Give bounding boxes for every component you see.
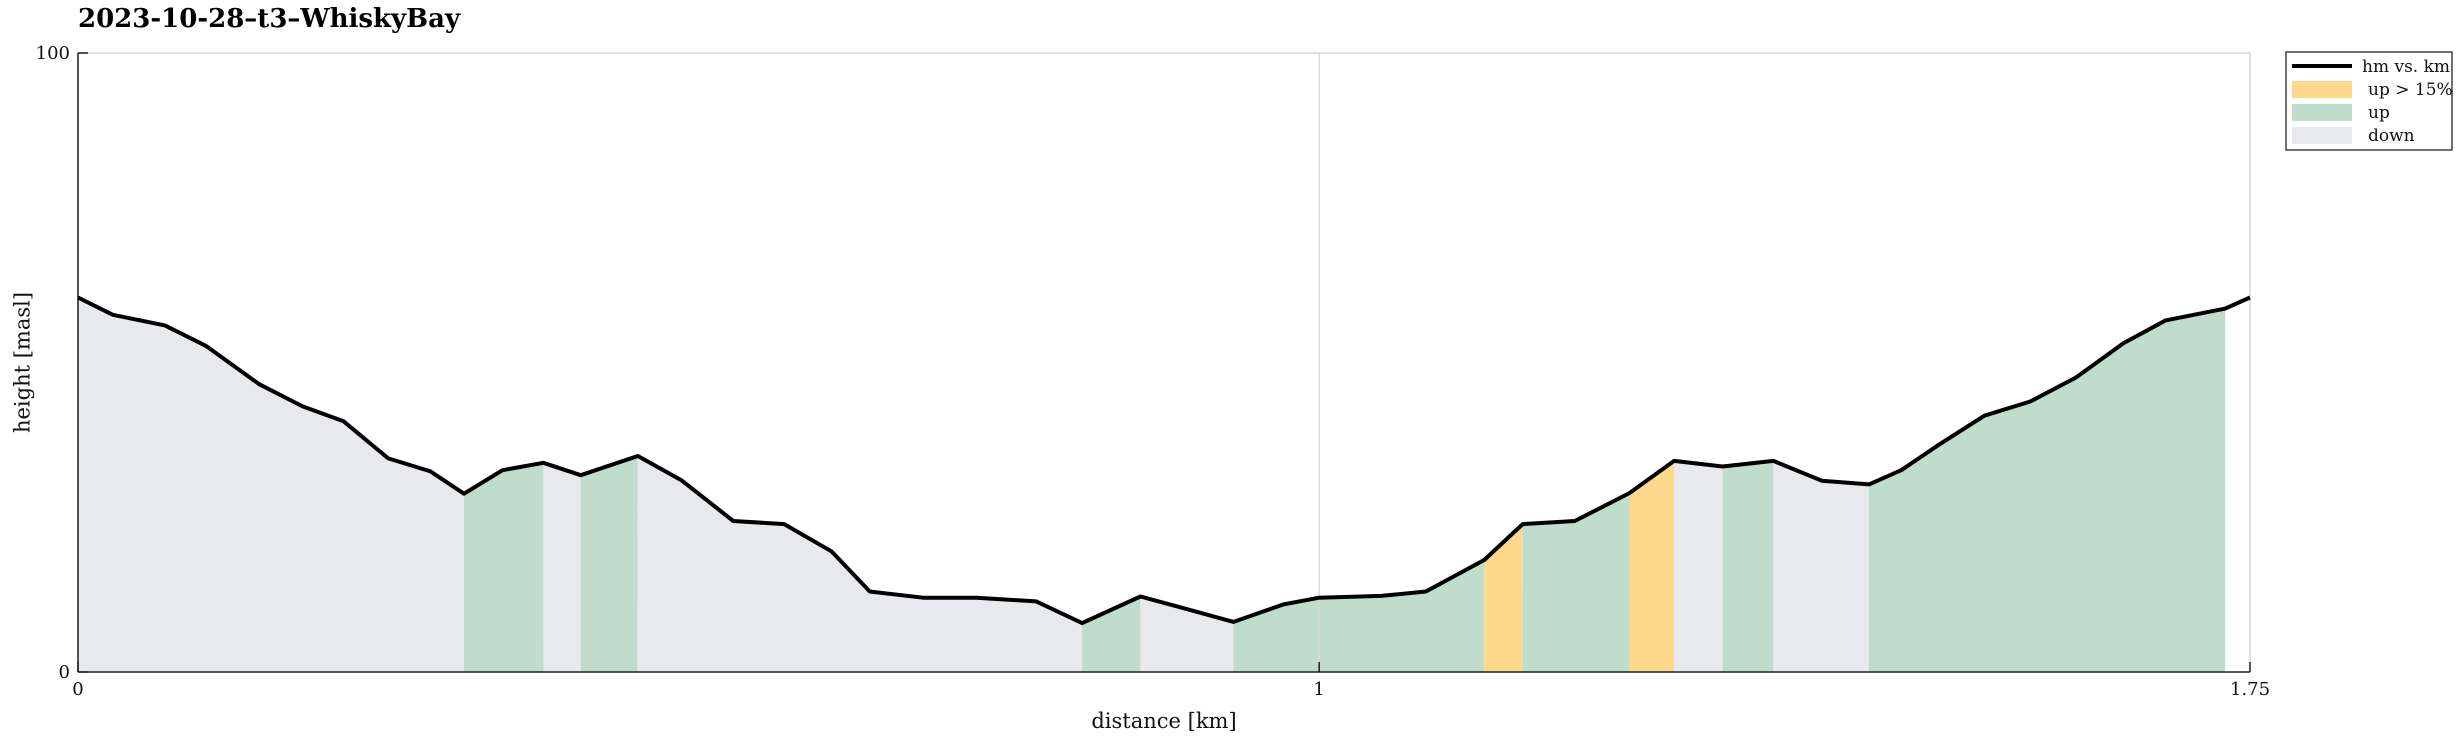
tick-marks: [77, 52, 2251, 673]
segment-fill-down: [1674, 460, 1723, 672]
x-tick-label: 0: [72, 679, 83, 700]
segment-fill-down: [543, 462, 581, 672]
y-tick-label: 0: [59, 662, 70, 683]
x-tick-label: 1: [1313, 679, 1324, 700]
legend-label: down: [2368, 126, 2415, 146]
segment-fill-steep: [1629, 460, 1675, 672]
segment-fill-up: [1868, 308, 2226, 672]
segment-fill-down: [78, 297, 464, 672]
legend-swatch-steep: [2292, 81, 2352, 98]
y-axis-label: height [masl]: [11, 292, 35, 433]
segment-fills: [78, 297, 2226, 672]
y-tick-label: 100: [36, 43, 70, 64]
segment-fill-up: [580, 456, 638, 672]
elevation-line: [77, 295, 2251, 626]
segment-fill-down: [1140, 596, 1234, 672]
legend-swatch-up: [2292, 104, 2352, 121]
segment-fill-down: [637, 456, 1083, 672]
segment-fill-steep: [1484, 524, 1523, 672]
segment-fill-up: [1522, 493, 1630, 672]
segment-fill-up: [1233, 560, 1485, 672]
legend-swatch-down: [2292, 127, 2352, 144]
chart-title: 2023-10-28–t3–WhiskyBay: [78, 4, 461, 34]
segment-fill-up: [1082, 596, 1141, 672]
segment-fill-down: [1773, 460, 1869, 672]
legend-label: hm vs. km: [2362, 57, 2450, 77]
segment-fill-up: [463, 462, 544, 672]
segment-fill-up: [1722, 460, 1774, 672]
legend-label: up: [2368, 103, 2390, 123]
x-tick-label: 1.75: [2230, 679, 2270, 700]
x-axis-label: distance [km]: [1091, 709, 1236, 733]
legend-label: up > 15%: [2368, 80, 2453, 100]
legend: hm vs. km up > 15% up down: [2285, 51, 2453, 151]
